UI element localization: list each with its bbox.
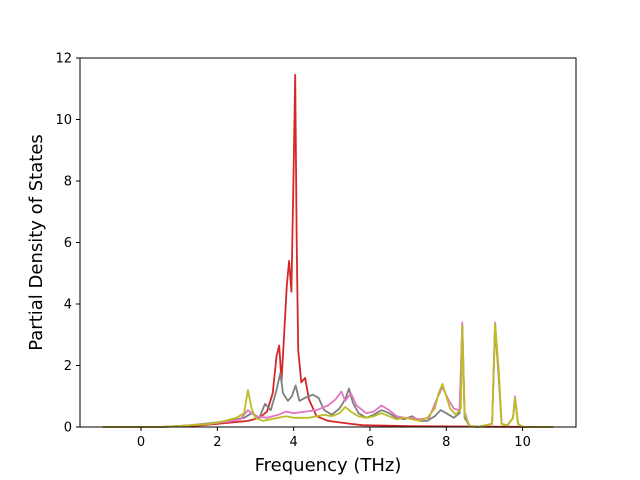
series-line-1 [102, 74, 554, 428]
y-tick-label: 8 [64, 175, 72, 190]
y-tick-label: 12 [55, 52, 72, 67]
y-tick-label: 4 [64, 298, 72, 313]
y-tick-label: 10 [55, 113, 72, 128]
x-tick-label: 0 [137, 435, 145, 450]
y-axis-label: Partial Density of States [26, 134, 47, 351]
x-axis-ticks: 0 2 4 6 8 10 [137, 427, 531, 450]
plot-frame [79, 57, 577, 428]
x-tick-label: 8 [442, 435, 450, 450]
y-tick-label: 2 [64, 359, 72, 374]
x-tick-label: 6 [366, 435, 374, 450]
x-tick-label: 2 [213, 435, 221, 450]
series-line-4 [102, 323, 554, 428]
series-line-3 [102, 321, 554, 428]
y-tick-label: 6 [64, 236, 72, 251]
x-tick-label: 10 [514, 435, 531, 450]
y-tick-label: 0 [64, 421, 72, 436]
x-tick-label: 4 [290, 435, 298, 450]
x-axis-label: Frequency (THz) [255, 455, 402, 476]
series-layer [102, 74, 554, 428]
series-line-2 [102, 324, 554, 428]
y-axis-ticks: 0 2 4 6 8 10 12 [55, 52, 80, 436]
